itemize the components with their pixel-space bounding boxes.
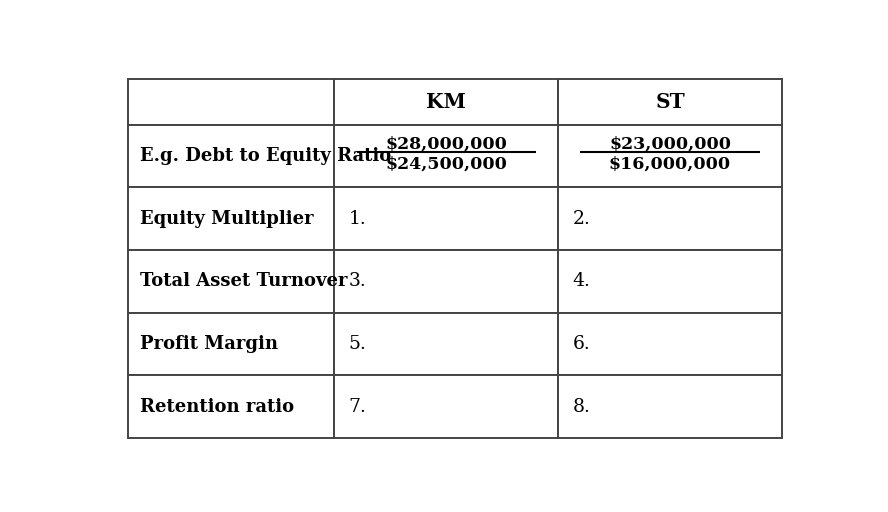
Text: 6.: 6. bbox=[573, 335, 591, 353]
Text: Equity Multiplier: Equity Multiplier bbox=[140, 210, 313, 228]
Bar bbox=[128, 187, 334, 250]
Text: 1.: 1. bbox=[348, 210, 366, 228]
Text: E.g. Debt to Equity Ratio: E.g. Debt to Equity Ratio bbox=[140, 147, 392, 165]
Text: 2.: 2. bbox=[573, 210, 591, 228]
Text: KM: KM bbox=[426, 92, 466, 112]
Bar bbox=[334, 79, 558, 125]
Text: $24,500,000: $24,500,000 bbox=[385, 156, 507, 173]
Bar bbox=[334, 375, 558, 438]
Bar bbox=[558, 375, 782, 438]
Bar bbox=[128, 313, 334, 375]
Text: 7.: 7. bbox=[348, 398, 367, 416]
Bar bbox=[128, 250, 334, 313]
Text: 4.: 4. bbox=[573, 272, 591, 290]
Bar bbox=[128, 375, 334, 438]
Text: Profit Margin: Profit Margin bbox=[140, 335, 278, 353]
Text: $28,000,000: $28,000,000 bbox=[385, 135, 507, 153]
Bar bbox=[558, 79, 782, 125]
Bar bbox=[334, 187, 558, 250]
Bar bbox=[558, 313, 782, 375]
Bar bbox=[334, 250, 558, 313]
Text: 8.: 8. bbox=[573, 398, 591, 416]
Text: 3.: 3. bbox=[348, 272, 366, 290]
Text: 5.: 5. bbox=[348, 335, 367, 353]
Bar bbox=[128, 79, 334, 125]
Bar bbox=[334, 125, 558, 187]
Text: $23,000,000: $23,000,000 bbox=[609, 135, 731, 153]
Bar bbox=[334, 313, 558, 375]
Bar bbox=[558, 250, 782, 313]
Text: $16,000,000: $16,000,000 bbox=[609, 156, 731, 173]
Text: Total Asset Turnover: Total Asset Turnover bbox=[140, 272, 347, 290]
Bar bbox=[558, 187, 782, 250]
Bar bbox=[128, 125, 334, 187]
Text: Retention ratio: Retention ratio bbox=[140, 398, 294, 416]
Bar bbox=[558, 125, 782, 187]
Text: ST: ST bbox=[655, 92, 685, 112]
